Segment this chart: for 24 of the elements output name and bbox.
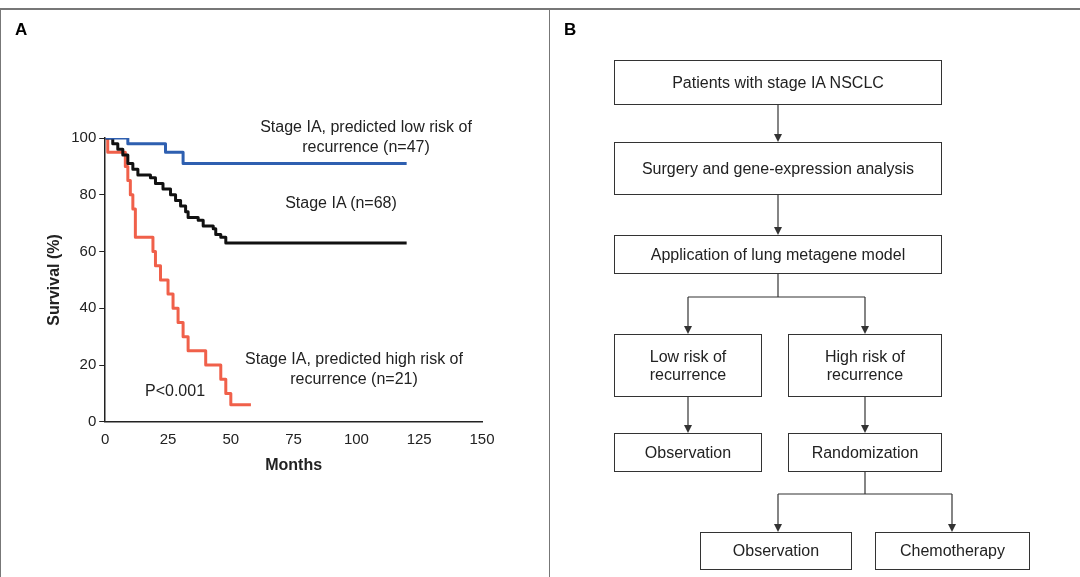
x-tick-label: 150	[469, 429, 495, 447]
x-tick-label: 50	[222, 429, 240, 447]
series-label: Stage IA, predicted low risk of recurrence (n=47)	[260, 118, 473, 156]
text: Patients with stage IA NSCLC	[614, 60, 942, 105]
x-tick-label: 100	[343, 429, 369, 447]
x-axis-title: Months	[265, 455, 323, 473]
series-label: Stage IA, predicted high risk of recurrence (n=21)	[245, 350, 464, 388]
chart-title: A	[15, 20, 28, 40]
y-tick-label: 100	[71, 128, 97, 146]
x-tick-label: 125	[406, 429, 432, 447]
y-tick-label: 40	[79, 298, 97, 316]
text: Chemotherapy	[875, 532, 1030, 570]
series-label: Stage IA (n=68)	[285, 194, 397, 212]
y-tick-label: 20	[79, 355, 97, 373]
y-tick-label: 80	[79, 184, 97, 202]
y-tick-label: 60	[79, 241, 97, 259]
y-axis-title: Survival (%)	[45, 234, 63, 326]
text: Observation	[700, 532, 852, 570]
x-tick-label: 25	[159, 429, 177, 447]
y-tick-label: 0	[87, 411, 97, 429]
annotation: P<0.001	[145, 382, 206, 400]
text: B	[564, 20, 577, 40]
x-tick-label: 0	[101, 429, 110, 447]
x-tick-label: 75	[285, 429, 302, 447]
